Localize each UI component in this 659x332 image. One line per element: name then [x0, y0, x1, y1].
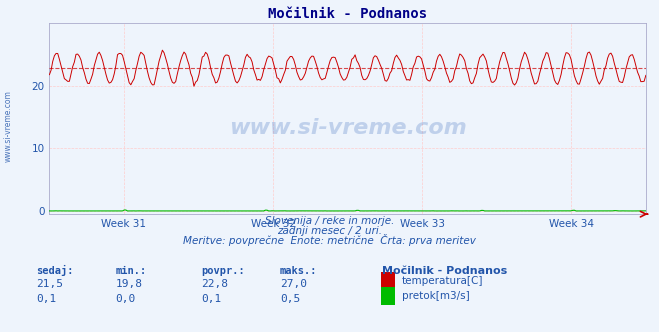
- Text: 19,8: 19,8: [115, 279, 142, 289]
- Text: Slovenija / reke in morje.: Slovenija / reke in morje.: [265, 216, 394, 226]
- Text: povpr.:: povpr.:: [201, 266, 244, 276]
- Text: Meritve: povprečne  Enote: metrične  Črta: prva meritev: Meritve: povprečne Enote: metrične Črta:…: [183, 234, 476, 246]
- Text: zadnji mesec / 2 uri.: zadnji mesec / 2 uri.: [277, 226, 382, 236]
- Text: 22,8: 22,8: [201, 279, 228, 289]
- Text: min.:: min.:: [115, 266, 146, 276]
- Text: 0,5: 0,5: [280, 294, 301, 304]
- Text: maks.:: maks.:: [280, 266, 318, 276]
- Text: 0,0: 0,0: [115, 294, 136, 304]
- Text: www.si-vreme.com: www.si-vreme.com: [3, 90, 13, 162]
- Text: sedaj:: sedaj:: [36, 265, 74, 276]
- Text: 0,1: 0,1: [201, 294, 221, 304]
- Text: temperatura[C]: temperatura[C]: [402, 276, 484, 286]
- Text: www.si-vreme.com: www.si-vreme.com: [229, 118, 467, 138]
- Title: Močilnik - Podnanos: Močilnik - Podnanos: [268, 7, 427, 21]
- Text: 21,5: 21,5: [36, 279, 63, 289]
- Text: 27,0: 27,0: [280, 279, 307, 289]
- Text: Močilnik - Podnanos: Močilnik - Podnanos: [382, 266, 507, 276]
- Text: pretok[m3/s]: pretok[m3/s]: [402, 291, 470, 301]
- Text: 0,1: 0,1: [36, 294, 57, 304]
